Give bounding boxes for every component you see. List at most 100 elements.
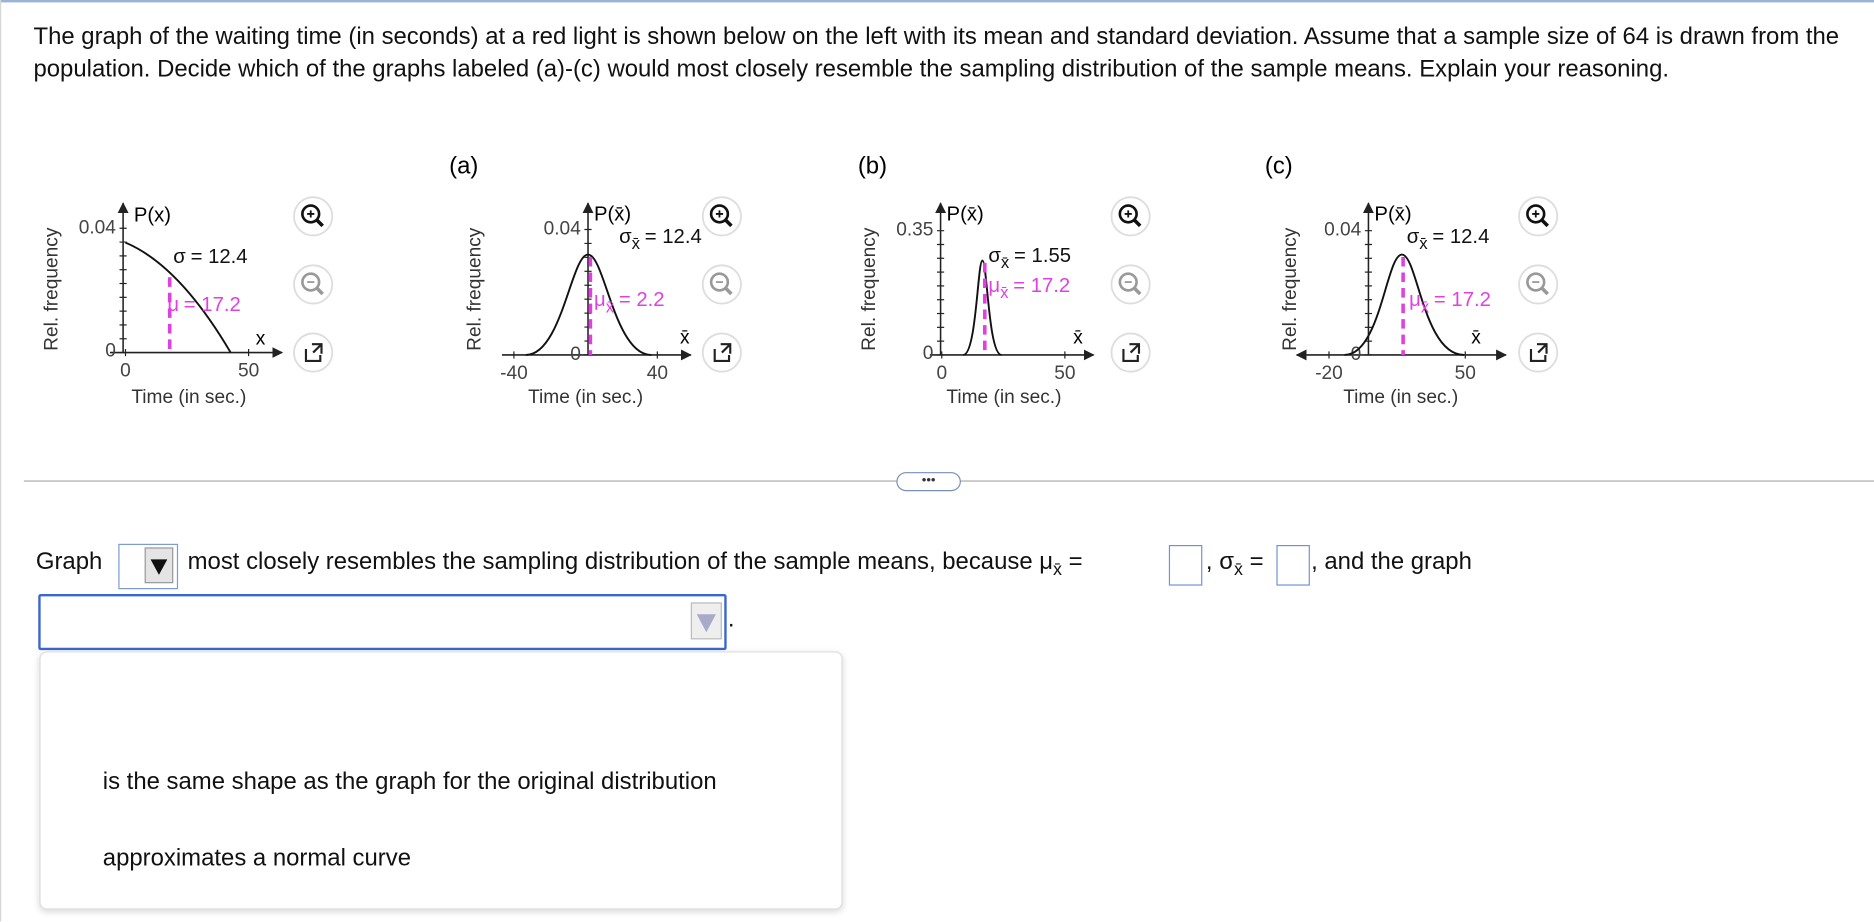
sigma-part: , σx̄ =	[1206, 549, 1264, 580]
zoom-out[interactable]	[293, 264, 334, 305]
expand-button[interactable]: •••	[896, 472, 961, 492]
curve	[1344, 253, 1465, 356]
reason-dropdown[interactable]	[38, 593, 727, 651]
icon	[304, 343, 323, 363]
zoom-in[interactable]	[701, 196, 742, 237]
y-variable: P(x̄)	[947, 203, 984, 225]
popout[interactable]	[701, 332, 742, 373]
icon	[1122, 343, 1141, 363]
equals: =	[1068, 548, 1083, 575]
option[interactable]: approximates a normal curve	[102, 844, 412, 872]
arrow-icon	[696, 614, 716, 633]
answer-middle: most closely resembles the sampling dist…	[188, 549, 1083, 580]
y-variable: P(x̄)	[1374, 203, 1411, 225]
y-axis-label: Rel. frequency	[42, 227, 63, 351]
symbol: σ	[988, 245, 1001, 267]
icon	[1526, 272, 1546, 292]
y-variable: P(x̄)	[594, 203, 631, 225]
icon	[709, 204, 730, 224]
zoom-in[interactable]	[1518, 196, 1559, 237]
graph: (c)0.040-20 50P(x̄)x̄σx̄ = 12.4μx̄ = 17.2Ti…	[1265, 153, 1559, 408]
icon	[709, 272, 730, 292]
symbol: σ	[619, 226, 632, 248]
sigma-input[interactable]	[1276, 544, 1310, 586]
mu-input[interactable]	[1168, 544, 1203, 586]
value: = 17.2	[1434, 290, 1491, 312]
stat-label: σ = 12.4	[173, 247, 247, 269]
zoom-out[interactable]	[1110, 264, 1151, 305]
stat-label: μx̄ = 17.2	[988, 275, 1070, 302]
icon	[724, 286, 733, 296]
x-axis-label: Time (in sec.)	[946, 387, 1061, 408]
icon-bg	[1518, 196, 1559, 237]
zoom-out[interactable]	[1518, 264, 1559, 305]
left-border	[0, 0, 2, 922]
icon-bg	[1518, 332, 1559, 373]
icon-bg	[1110, 264, 1151, 305]
question-text: The graph of the waiting time (in second…	[33, 23, 1840, 83]
popout[interactable]	[293, 332, 334, 373]
x-tick-label: -20	[1315, 363, 1343, 384]
comma: ,	[1205, 548, 1213, 575]
curve	[125, 241, 232, 354]
dropdown-arrow	[690, 602, 722, 640]
x-tick-label: -40	[500, 363, 528, 384]
panel-label: (a)	[449, 153, 478, 180]
y-tick-label: 0	[105, 340, 116, 361]
x-variable: x̄	[680, 327, 690, 348]
x-variable: x̄	[1073, 327, 1083, 348]
graph-dropdown[interactable]	[118, 543, 179, 590]
x-tick-label: 50	[238, 361, 259, 382]
subscript: x̄	[1233, 559, 1243, 580]
popout[interactable]	[1110, 332, 1151, 373]
curve	[962, 259, 1003, 356]
icon	[1540, 286, 1549, 296]
y-axis-label: Rel. frequency	[465, 227, 486, 351]
answer-text: most closely resembles the sampling dist…	[187, 548, 1033, 575]
symbol: μ	[1409, 290, 1421, 312]
subscript: x̄	[606, 298, 615, 317]
icon	[1132, 218, 1142, 228]
x-tick-label: 50	[1054, 363, 1075, 384]
top-border	[0, 0, 1874, 3]
subscript: x̄	[1419, 234, 1428, 253]
y-variable: P(x)	[134, 205, 171, 227]
zoom-in[interactable]	[293, 196, 334, 237]
stat-label: σx̄ = 12.4	[1407, 226, 1490, 253]
answer-lead: Graph	[35, 548, 103, 575]
zoom-in[interactable]	[1110, 196, 1151, 237]
y-tick-label: 0.04	[544, 219, 582, 240]
y-axis-label: Rel. frequency	[1280, 227, 1301, 351]
x-axis-label: Time (in sec.)	[131, 387, 246, 408]
stat-label: μx̄ = 17.2	[1409, 290, 1491, 317]
x-tick-label: 40	[647, 363, 668, 384]
sigma-symbol: σ	[1219, 548, 1234, 575]
popout[interactable]	[1518, 332, 1559, 373]
symbol: μ	[988, 275, 1000, 297]
y-tick-label: 0.04	[79, 217, 117, 238]
icon-bg	[293, 196, 334, 237]
y-tick-label: 0	[923, 343, 934, 364]
value: = 12.4	[1432, 226, 1489, 248]
graph: (a)0.040-40 40P(x̄)x̄σx̄ = 12.4μx̄ = 2.2Tim…	[449, 153, 742, 408]
icon	[301, 204, 321, 224]
icon	[301, 272, 321, 292]
curve	[525, 253, 652, 356]
value: = 2.2	[619, 290, 665, 312]
icon-bg	[701, 332, 742, 373]
y-tick-label: 0.04	[1324, 220, 1362, 241]
panel-label: (c)	[1265, 153, 1293, 180]
symbol: σ	[173, 247, 186, 269]
stat-label: μx̄ = 2.2	[594, 290, 665, 317]
subscript: x̄	[1421, 298, 1430, 317]
subscript: x̄	[1001, 254, 1010, 273]
x-variable: x	[256, 328, 266, 349]
option[interactable]: is the same shape as the graph for the o…	[102, 768, 717, 795]
zoom-out[interactable]	[701, 264, 742, 305]
icon-bg	[293, 264, 334, 305]
answer-tail: , and the graph	[1311, 548, 1472, 575]
